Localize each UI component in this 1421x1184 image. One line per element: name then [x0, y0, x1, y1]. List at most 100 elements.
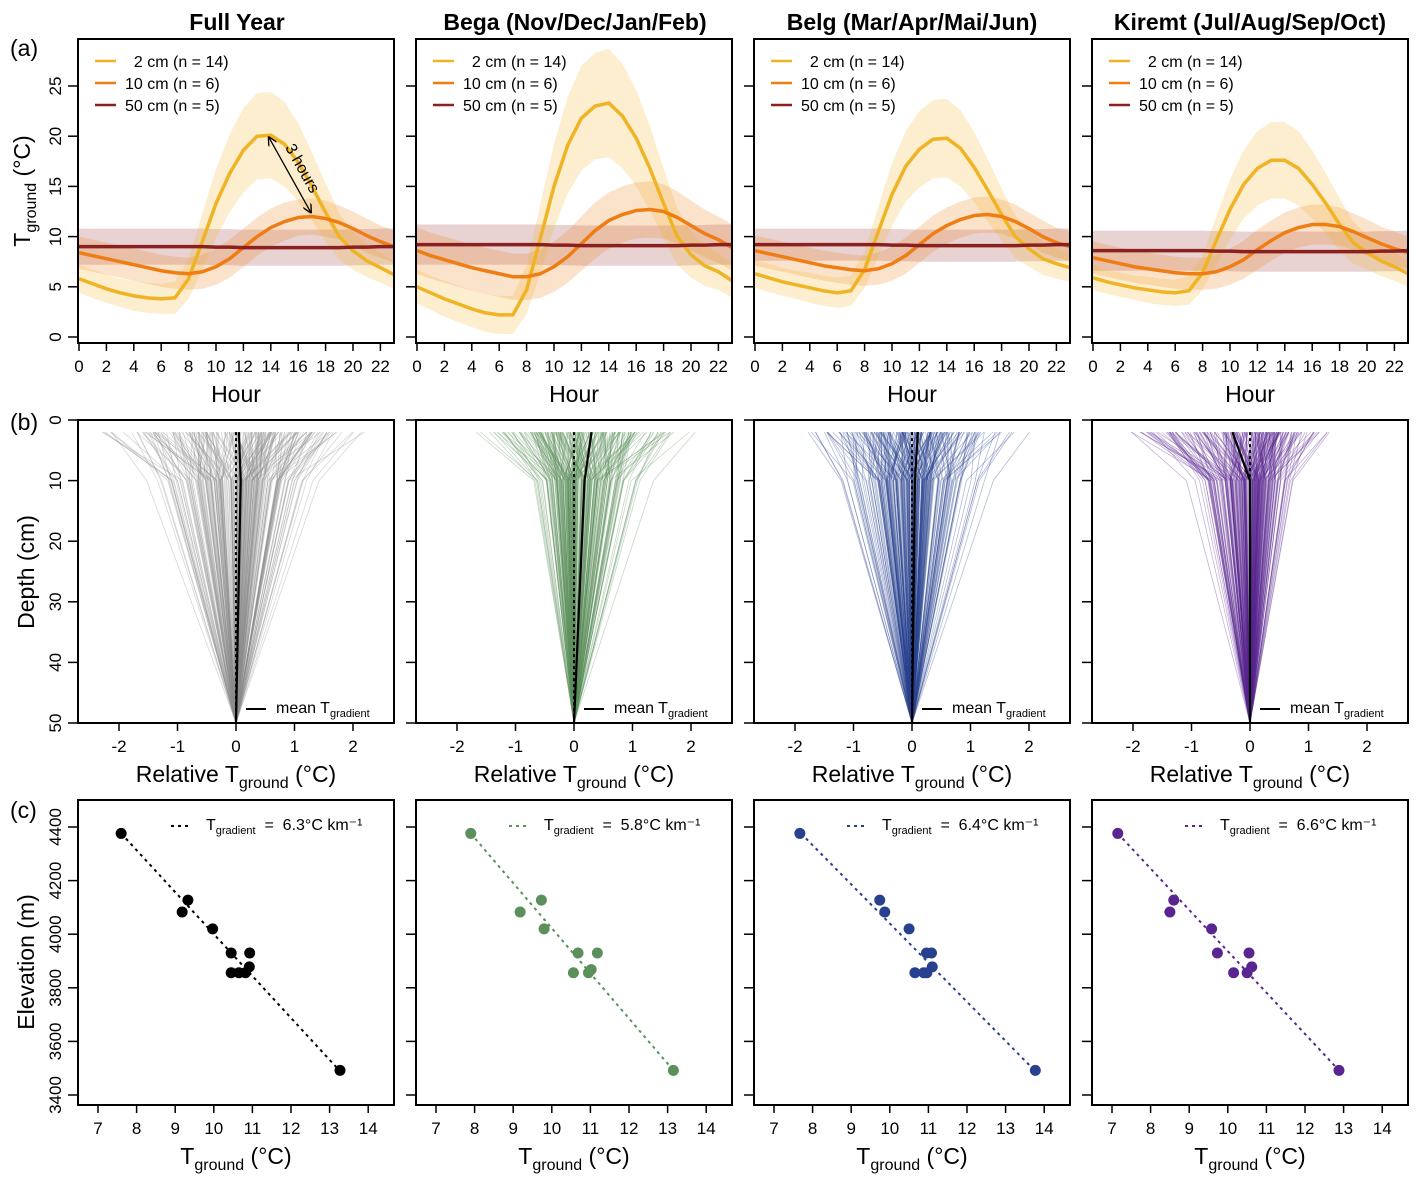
x-tick-label: 18 [316, 357, 335, 376]
profile-line [235, 431, 324, 724]
profile-line [197, 432, 237, 724]
profile-line [519, 431, 575, 724]
profile-line [216, 432, 237, 724]
profile-line [235, 431, 279, 724]
profile-line [235, 432, 278, 724]
profile-line [540, 432, 575, 724]
mean-gradient-line [234, 432, 242, 724]
profile-line [901, 431, 920, 724]
profile-line [1203, 431, 1251, 724]
profile-line [1249, 432, 1264, 724]
profile-line [911, 432, 938, 724]
profile-line [911, 432, 932, 724]
profile-line [205, 431, 237, 724]
profile-line [573, 431, 630, 724]
profile-line [904, 431, 924, 724]
profile-line [911, 431, 944, 724]
band-d2 [79, 92, 394, 314]
mean-gradient-line [572, 431, 593, 724]
x-axis-label: Hour [549, 381, 599, 407]
x-tick-label: 10 [883, 357, 902, 376]
x-tick-label: -1 [1184, 737, 1199, 756]
x-tick-label: 12 [910, 357, 929, 376]
x-tick-label: 12 [234, 357, 253, 376]
profile-line [1175, 431, 1251, 724]
profile-line [1244, 432, 1251, 724]
profile-line [235, 432, 248, 724]
profile-line [235, 431, 294, 724]
x-tick-label: -2 [111, 737, 126, 756]
profile-line [216, 431, 248, 724]
x-tick-label: 14 [261, 357, 280, 376]
profile-line [1234, 431, 1257, 724]
profile-line [1194, 431, 1251, 724]
profile-line [1234, 432, 1251, 724]
panel-c-0: 3400 3600 3800 4000 4200 4400 7 8 9 10 11 12 13 14 Tgr… [46, 799, 395, 1174]
x-tick-label: 22 [709, 357, 728, 376]
profile-line [1249, 432, 1280, 724]
profile-line [205, 432, 237, 724]
profile-line [235, 432, 276, 724]
profile-line [573, 431, 671, 724]
data-point [874, 894, 886, 906]
profile-line [1249, 431, 1315, 724]
profile-line [214, 431, 237, 724]
profile-line [211, 432, 237, 724]
profile-line [152, 431, 237, 724]
profile-line [217, 432, 237, 724]
profile-line [1235, 431, 1258, 724]
profile-line [235, 431, 337, 724]
profile-line [518, 431, 575, 724]
profile-line [911, 431, 963, 724]
profile-line [911, 432, 939, 724]
profile-line [1149, 431, 1251, 724]
profile-line [1249, 432, 1263, 724]
profile-line [827, 431, 913, 724]
profile-line [1201, 431, 1251, 724]
profile-line [1249, 432, 1265, 724]
profile-line [235, 432, 260, 724]
profile-line [911, 432, 950, 724]
profile-line [221, 432, 237, 724]
data-point [1333, 1064, 1345, 1076]
x-axis-label: Tground (°C) [180, 1143, 291, 1174]
profile-line [573, 432, 599, 724]
profile-line [1231, 432, 1251, 724]
y-tick-label: 3600 [46, 1022, 65, 1060]
profile-line [1203, 431, 1251, 724]
profile-line [890, 432, 913, 724]
profile-line [911, 432, 960, 724]
profile-line [1240, 431, 1261, 724]
profile-line [573, 432, 616, 724]
profile-line [573, 432, 602, 724]
profile-line [235, 431, 308, 724]
profile-line [235, 431, 299, 724]
profile-line [558, 432, 575, 724]
y-tick-label: 4400 [46, 808, 65, 846]
profile-line [901, 431, 932, 724]
profile-line [235, 431, 288, 724]
profile-line [228, 431, 256, 724]
profile-line [235, 431, 308, 724]
plot-frame [753, 799, 1071, 1106]
profile-line [1229, 431, 1251, 724]
profile-line [907, 432, 923, 724]
profile-line [573, 431, 622, 724]
profile-line [815, 431, 913, 724]
profile-line [573, 432, 604, 724]
profile-line [1230, 432, 1251, 724]
profile-line [1175, 431, 1251, 724]
profile-line [1249, 432, 1275, 724]
profile-line [1249, 431, 1290, 724]
profile-line [1249, 431, 1328, 724]
profile-line [1249, 432, 1292, 724]
profile-line [573, 432, 600, 724]
profile-line [877, 432, 913, 724]
profile-line [884, 432, 913, 724]
profile-line [235, 432, 266, 724]
profile-line [1203, 431, 1251, 724]
x-tick-label: 9 [508, 1119, 517, 1138]
x-tick-label: 12 [620, 1119, 639, 1138]
profile-line [1224, 432, 1251, 724]
legend-label: 10 cm (n = 6) [1139, 76, 1234, 93]
